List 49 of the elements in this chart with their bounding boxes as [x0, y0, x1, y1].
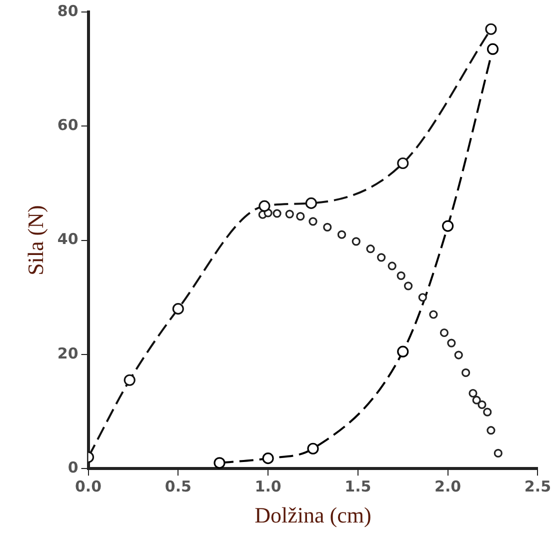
point: [397, 157, 409, 170]
point: [472, 396, 481, 404]
x-tick-label: 1.0: [254, 477, 282, 496]
point: [262, 452, 274, 464]
point: [483, 408, 492, 416]
point: [429, 310, 438, 319]
point: [478, 400, 486, 409]
x-tick-label: 0.5: [164, 477, 192, 496]
y-axis-title: Sila (N): [22, 205, 48, 276]
point: [396, 271, 406, 280]
x-tick-label: 1.5: [344, 477, 372, 496]
point: [285, 210, 294, 218]
point: [272, 209, 282, 218]
point: [486, 43, 499, 55]
point: [442, 220, 454, 232]
point: [462, 368, 470, 378]
y-tick-label: 80: [57, 2, 78, 20]
y-tick-label: 20: [57, 344, 78, 362]
point: [377, 253, 386, 262]
point: [440, 328, 449, 338]
point: [172, 302, 184, 315]
point: [418, 293, 427, 302]
point: [124, 374, 136, 386]
point: [468, 388, 478, 398]
point: [307, 442, 319, 454]
y-tick-label: 40: [57, 230, 78, 248]
point: [352, 237, 360, 246]
point: [404, 282, 413, 290]
y-tick-label: 60: [57, 116, 78, 134]
point: [258, 200, 270, 212]
x-axis-title: Dolžina (cm): [254, 502, 372, 528]
point: [447, 338, 456, 348]
x-tick-label: 0.0: [74, 477, 102, 496]
point: [296, 212, 305, 221]
point: [388, 262, 396, 270]
point: [214, 457, 226, 469]
point: [397, 346, 409, 358]
point: [323, 222, 332, 232]
point: [485, 23, 497, 35]
point: [366, 244, 375, 254]
point: [337, 230, 346, 239]
y-tick-label: 0: [68, 458, 78, 476]
x-tick-label: 2.5: [524, 477, 552, 496]
point: [486, 426, 496, 435]
point: [454, 350, 463, 360]
point: [305, 197, 317, 209]
point: [308, 217, 318, 226]
point: [494, 448, 502, 458]
x-tick-label: 2.0: [434, 477, 462, 496]
